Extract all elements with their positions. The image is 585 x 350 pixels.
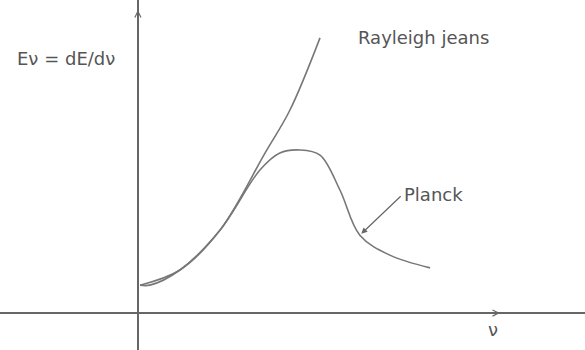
svg-text:Rayleigh jeans: Rayleigh jeans [358,27,489,48]
svg-text:Planck: Planck [404,184,463,205]
svg-text:ν: ν [488,319,498,340]
svg-text:Eν = dE/dν: Eν = dE/dν [17,48,115,69]
